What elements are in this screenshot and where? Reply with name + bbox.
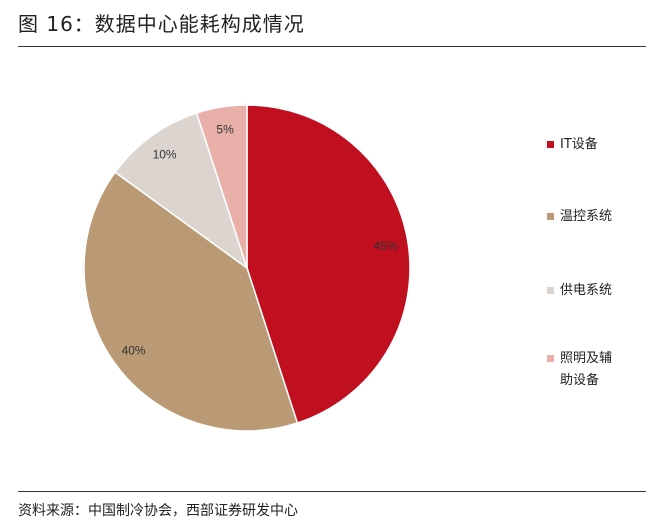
legend-label: 照明及辅助设备 <box>560 351 613 388</box>
data-label: 40% <box>122 343 146 357</box>
data-label: 5% <box>216 123 234 137</box>
title-divider <box>18 46 646 47</box>
pie-slice-0 <box>246 104 411 424</box>
legend-swatch <box>547 355 554 362</box>
data-label: 10% <box>153 148 177 162</box>
legend-label: IT设备 <box>560 137 598 152</box>
source-note: 资料来源：中国制冷协会，西部证券研发中心 <box>18 503 298 519</box>
legend-swatch <box>547 213 554 220</box>
legend-label: 温控系统 <box>560 209 613 224</box>
data-label: 45% <box>373 239 397 253</box>
legend-item: 温控系统 <box>547 206 618 228</box>
legend-item: 照明及辅助设备 <box>547 348 618 392</box>
chart-title: 图 16：数据中心能耗构成情况 <box>18 12 305 36</box>
pie-slice-1 <box>83 171 299 432</box>
legend-item: IT设备 <box>547 134 618 156</box>
legend-swatch <box>547 287 554 294</box>
legend-label: 供电系统 <box>560 283 613 298</box>
legend-swatch <box>547 141 554 148</box>
pie-slice-2 <box>114 112 249 270</box>
pie-slice-3 <box>195 104 248 269</box>
legend-item: 供电系统 <box>547 280 618 302</box>
source-divider <box>18 491 646 492</box>
